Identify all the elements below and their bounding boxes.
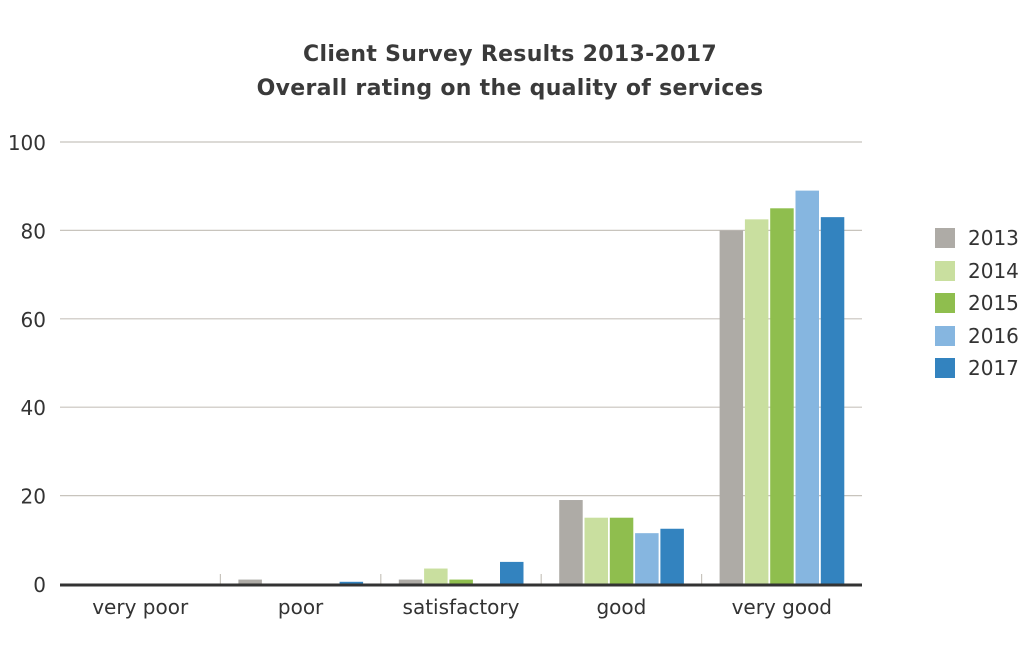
legend-item: 2013 bbox=[935, 222, 1019, 255]
legend-swatch bbox=[935, 260, 955, 281]
legend-label: 2013 bbox=[968, 226, 1019, 251]
axes bbox=[60, 574, 862, 587]
legend-item: 2015 bbox=[935, 287, 1019, 320]
x-tick-label: poor bbox=[278, 595, 324, 619]
x-tick-label: very poor bbox=[92, 595, 189, 619]
y-tick-label: 20 bbox=[21, 485, 46, 509]
y-tick-label: 60 bbox=[21, 308, 46, 332]
legend-swatch bbox=[935, 228, 955, 249]
chart-subtitle: Overall rating on the quality of service… bbox=[256, 76, 764, 101]
legend-item: 2016 bbox=[935, 320, 1019, 353]
bar bbox=[660, 528, 684, 584]
bars-group bbox=[238, 190, 845, 585]
bar bbox=[719, 230, 744, 584]
bar bbox=[609, 517, 634, 584]
legend-swatch bbox=[935, 293, 955, 314]
y-tick-label: 100 bbox=[8, 131, 46, 155]
y-tick-label: 0 bbox=[33, 573, 46, 597]
bar bbox=[238, 579, 262, 584]
legend-swatch bbox=[935, 325, 955, 346]
y-tick-label: 40 bbox=[21, 396, 46, 420]
bar bbox=[398, 579, 423, 584]
bar bbox=[500, 561, 524, 584]
bar bbox=[795, 190, 819, 584]
legend-label: 2016 bbox=[968, 323, 1019, 348]
bar bbox=[449, 579, 473, 584]
legend-label: 2014 bbox=[968, 258, 1019, 283]
bar bbox=[339, 581, 364, 584]
bar bbox=[424, 568, 448, 584]
y-tick-label: 80 bbox=[21, 219, 46, 243]
x-tick-label: very good bbox=[732, 595, 832, 619]
bar bbox=[820, 217, 845, 584]
bar bbox=[559, 500, 583, 584]
legend-label: 2017 bbox=[968, 356, 1019, 381]
bar bbox=[584, 517, 608, 584]
tick-labels: 0 20 40 60 80 100 very poor poor satisfactory goo… bbox=[8, 131, 832, 619]
x-tick-label: good bbox=[596, 595, 646, 619]
bar bbox=[770, 208, 794, 585]
legend-label: 2015 bbox=[968, 291, 1019, 316]
legend-item: 2017 bbox=[935, 352, 1019, 385]
legend-item: 2014 bbox=[935, 255, 1019, 288]
x-tick-label: satisfactory bbox=[403, 595, 520, 619]
bar bbox=[744, 219, 769, 584]
chart-title: Client Survey Results 2013-2017 bbox=[303, 42, 717, 67]
legend-swatch bbox=[935, 358, 955, 379]
chart-titles: Client Survey Results 2013-2017 Overall … bbox=[0, 38, 1020, 106]
legend: 2013 2014 2015 2016 2017 bbox=[935, 222, 1019, 385]
bar bbox=[635, 533, 659, 584]
